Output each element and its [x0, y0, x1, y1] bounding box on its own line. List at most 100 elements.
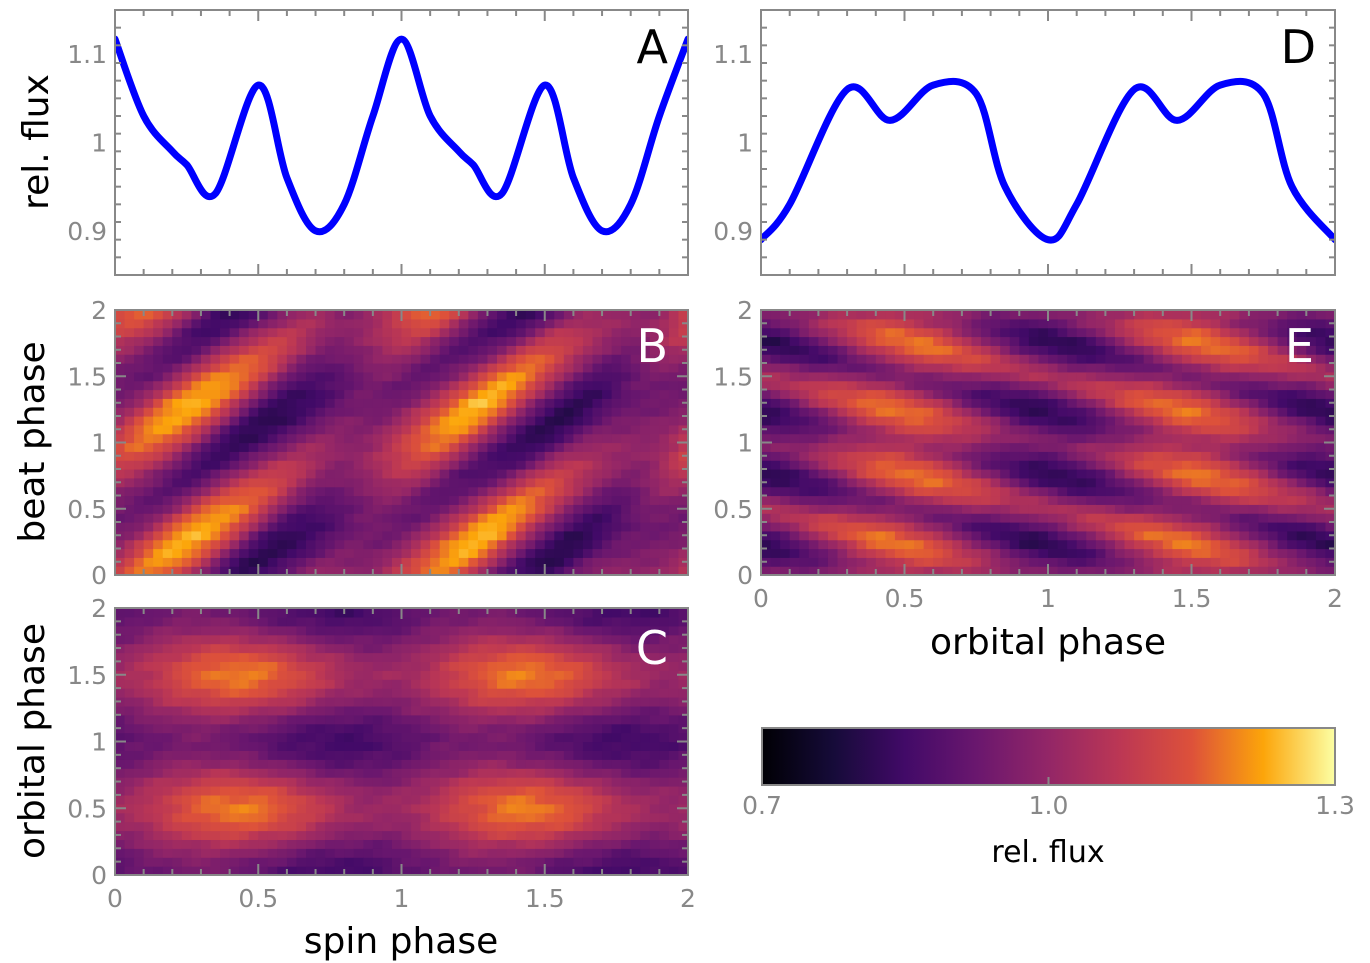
panel-c-heat-cell [363, 786, 374, 796]
panel-e-heat-cell [1220, 327, 1231, 338]
panel-e-heat-cell [1181, 407, 1193, 417]
panel-b-heat-cell [554, 389, 565, 399]
panel-b-heat-cell [372, 407, 383, 417]
panel-c-heat-cell [401, 608, 412, 618]
panel-b-heat-cell [554, 371, 565, 382]
panel-c-heat-cell [286, 821, 298, 832]
panel-e-heat-cell [1105, 469, 1116, 479]
panel-c-heat-cell [372, 821, 383, 832]
panel-b-heat-cell [401, 486, 412, 497]
panel-b-heat-cell [554, 495, 565, 505]
panel-e-heat-cell [971, 398, 982, 408]
panel-e-heat-cell [1258, 433, 1269, 444]
panel-c-heat-cell [143, 625, 154, 636]
panel-b-heat-cell [582, 451, 594, 461]
panel-e-heat-cell [1239, 486, 1250, 497]
panel-b-heat-cell [449, 530, 460, 541]
panel-b-heat-cell [143, 504, 154, 514]
panel-b-heat-cell [143, 530, 154, 541]
panel-e-heat-cell [1201, 469, 1212, 479]
panel-e-heat-cell [1296, 469, 1307, 479]
panel-b-heat-cell [506, 380, 517, 391]
panel-b-heat-cell [181, 469, 192, 479]
panel-e-heat-cell [847, 354, 858, 364]
panel-b-heat-cell [153, 486, 164, 497]
panel-e-heat-cell [856, 327, 867, 338]
panel-c-heat-cell [391, 652, 403, 662]
panel-b-heat-cell [277, 371, 288, 382]
panel-c-heat-cell [363, 661, 374, 671]
panel-c-heat-cell [153, 839, 164, 849]
panel-b-heat-cell [172, 310, 183, 320]
panel-b-heat-cell [458, 371, 469, 382]
panel-b-heat-cell [582, 557, 594, 567]
panel-b-heat-cell [277, 460, 288, 470]
panel-b-heat-cell [181, 451, 192, 461]
panel-b-heat-cell [401, 557, 412, 567]
panel-e-heat-cell [1086, 477, 1097, 488]
panel-e-heat-cell [1296, 433, 1307, 444]
panel-c-heat-cell [420, 786, 431, 796]
panel-c-heat-cell [143, 634, 154, 645]
panel-c-heat-cell [344, 670, 355, 680]
panel-b-heat-cell [315, 433, 326, 444]
panel-b-heat-cell [267, 469, 278, 479]
panel-b-heat-cell [582, 469, 594, 479]
panel-e-heat-cell [1153, 566, 1164, 576]
panel-b-heat-cell [439, 539, 450, 550]
panel-c-heat-cell [363, 741, 374, 751]
panel-b-heat-cell [277, 310, 288, 320]
panel-b-heat-cell [296, 486, 307, 497]
panel-c-heat-cell [181, 608, 192, 618]
panel-b-heat-cell [134, 336, 145, 346]
panel-c-heat-cell [172, 821, 183, 832]
panel-e-heat-cell [837, 495, 848, 505]
panel-e-heat-cell [1191, 477, 1202, 488]
panel-e-heat-cell [875, 451, 886, 461]
panel-c-heat-cell [220, 830, 231, 840]
panel-e-heat-cell [780, 442, 791, 452]
panel-e-heat-cell [1210, 345, 1221, 355]
panel-e-heat-cell [866, 522, 877, 532]
panel-e-heat-cell [1048, 363, 1059, 373]
panel-e-heat-cell [808, 354, 819, 364]
panel-e-heat-cell [1287, 566, 1298, 576]
panel-e-heat-cell [933, 354, 944, 364]
panel-c-heat-cell [124, 866, 135, 876]
panel-b-heat-cell [497, 477, 508, 488]
panel-e-heat-cell [1191, 566, 1202, 576]
panel-e-heat-cell [1009, 486, 1020, 497]
panel-c-heat-cell [200, 830, 212, 840]
panel-e-heat-cell [1038, 345, 1049, 355]
panel-b-heat-cell [391, 566, 403, 576]
panel-b-heat-cell [449, 318, 460, 329]
panel-b-heat-cell [401, 310, 412, 320]
panel-e-heat-cell [827, 522, 839, 532]
panel-b-heat-cell [668, 398, 680, 408]
panel-b-heat-cell [592, 380, 603, 391]
panel-e-heat-cell [885, 530, 896, 541]
panel-b-heat-cell [525, 504, 536, 514]
panel-b-heat-cell [630, 398, 641, 408]
panel-b-heat-cell [306, 557, 317, 567]
panel-c-heat-cell [296, 688, 307, 698]
panel-c-heat-cell [143, 705, 154, 716]
panel-b-heat-cell [153, 380, 164, 391]
panel-b-heat-cell [525, 310, 536, 320]
panel-b-heat-cell [544, 363, 555, 373]
panel-e-heat-cell [894, 504, 906, 514]
panel-c-heat-cell [153, 812, 164, 823]
panel-b-heat-cell [611, 513, 622, 523]
panel-e-heat-cell [866, 336, 877, 346]
panel-b-heat-cell [372, 389, 383, 399]
panel-e-heat-cell [866, 380, 877, 391]
panel-c-heat-cell [353, 723, 364, 734]
panel-e-heat-cell [1057, 416, 1068, 426]
panel-b-heat-cell [621, 310, 632, 320]
panel-e-heat-cell [1210, 451, 1221, 461]
panel-e-heat-cell [818, 530, 829, 541]
panel-e-heat-cell [789, 442, 800, 452]
panel-e-heat-cell [1248, 477, 1260, 488]
panel-b-heat-cell [468, 310, 479, 320]
panel-b-heat-cell [449, 345, 460, 355]
